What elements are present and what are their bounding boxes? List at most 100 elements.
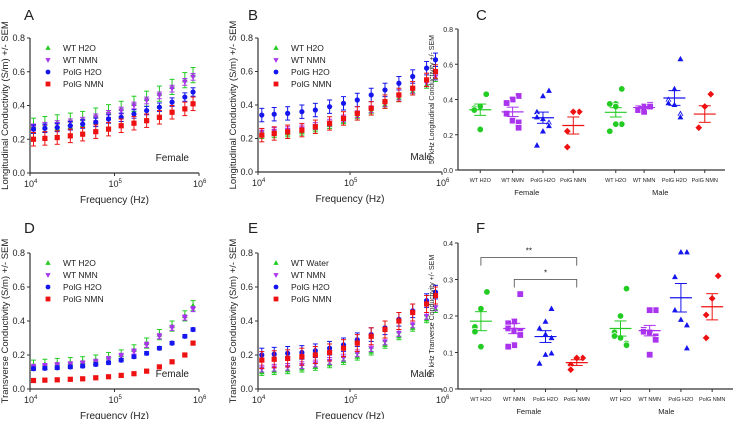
data-point (30, 377, 37, 384)
data-point (190, 340, 196, 346)
y-axis-label: 50 kHz Longitudinal Conductivity +/- SEM (429, 35, 436, 164)
y-tick-label: 0.0 (240, 384, 253, 394)
x-tick-label: 105 (109, 395, 123, 405)
y-tick-label: 0.2 (12, 134, 25, 144)
data-point (410, 73, 416, 80)
series-polg-nmn (259, 286, 439, 370)
data-point (541, 349, 550, 358)
data-point (676, 314, 686, 323)
data-point (382, 99, 388, 105)
significance-bracket: ** (480, 247, 578, 266)
legend-label: PolG H2O (291, 282, 330, 292)
x-tick-label: 105 (109, 179, 123, 189)
y-tick-label: 0.4 (12, 316, 25, 326)
legend-label: WT H2O (63, 258, 96, 268)
data-point (67, 123, 73, 129)
panel-label: F (476, 220, 485, 237)
data-point (354, 110, 360, 116)
data-point (541, 316, 550, 325)
data-point (676, 247, 686, 256)
data-point (326, 104, 333, 110)
data-point (423, 301, 430, 307)
data-point (483, 288, 491, 296)
y-tick-label: 0.3 (443, 278, 453, 285)
x-tick-label: 106 (436, 395, 450, 405)
data-point (182, 94, 188, 100)
data-point (190, 307, 196, 313)
data-point (612, 120, 620, 128)
data-point (80, 363, 86, 369)
y-tick-label: 0.4 (12, 101, 25, 111)
data-point (516, 331, 524, 339)
y-tick-label: 0.6 (240, 67, 253, 77)
legend-marker (273, 296, 279, 302)
x-tick-label: PolG H2O (533, 397, 559, 403)
data-point (80, 131, 86, 137)
data-point (410, 85, 416, 91)
data-point (482, 90, 490, 98)
data-point (676, 112, 685, 121)
category-wt-nmn (633, 101, 656, 116)
data-point (181, 315, 188, 321)
data-point (382, 87, 388, 93)
data-point (432, 305, 439, 311)
category-polg-h2o (663, 54, 686, 121)
y-tick-label: 0.6 (12, 67, 25, 77)
series-polg-nmn (30, 96, 196, 147)
data-point (105, 374, 112, 380)
data-point (131, 354, 137, 360)
data-point (326, 349, 333, 356)
y-tick-label: 0.0 (240, 167, 253, 177)
panel-label: C (476, 7, 487, 24)
legend-marker (45, 58, 51, 63)
data-point (169, 86, 175, 92)
data-point (396, 80, 402, 86)
data-point (535, 358, 544, 367)
data-point (651, 336, 660, 344)
x-tick-label: WT H2O (610, 397, 632, 403)
data-point (105, 116, 112, 122)
y-tick-label: 0.2 (240, 350, 253, 360)
data-point (574, 107, 584, 117)
data-point (312, 124, 318, 130)
data-point (182, 106, 188, 112)
legend-marker (273, 273, 279, 278)
data-point (477, 305, 485, 313)
y-tick-label: 0.2 (240, 134, 253, 144)
x-tick-label: 106 (193, 395, 207, 405)
x-tick-label: WT H2O (470, 397, 492, 403)
data-point (93, 119, 99, 125)
series-polg-h2o (30, 326, 196, 372)
data-point (354, 340, 360, 346)
data-point (143, 342, 150, 348)
legend-marker (45, 273, 51, 278)
x-tick-label: WT NMN (501, 178, 524, 184)
x-tick-label: 104 (252, 395, 266, 405)
legend-label: WT H2O (63, 43, 96, 53)
y-tick-label: 0.2 (12, 350, 25, 360)
category-polg-nmn (562, 107, 585, 152)
legend-marker (273, 260, 279, 265)
data-point (670, 305, 680, 314)
data-point (532, 140, 542, 149)
legend-marker (45, 260, 51, 265)
legend-label: PolG NMN (291, 294, 332, 304)
data-point (616, 312, 625, 320)
x-tick-label: 106 (436, 178, 450, 188)
data-point (54, 365, 60, 371)
y-tick-label: 0.8 (443, 27, 453, 34)
data-point (382, 326, 388, 333)
data-point (396, 330, 402, 337)
data-point (144, 368, 150, 374)
group-female: Female (469, 288, 588, 416)
data-point (144, 350, 150, 356)
data-point (701, 333, 711, 343)
category-wt-nmn (501, 92, 524, 132)
x-axis-label: Frequency (Hz) (316, 411, 385, 419)
data-point (682, 343, 692, 352)
y-tick-label: 0.6 (240, 282, 253, 292)
data-point (706, 89, 716, 99)
data-point (645, 306, 654, 314)
sex-annotation: Female (156, 369, 190, 380)
legend-label: PolG NMN (63, 79, 104, 89)
